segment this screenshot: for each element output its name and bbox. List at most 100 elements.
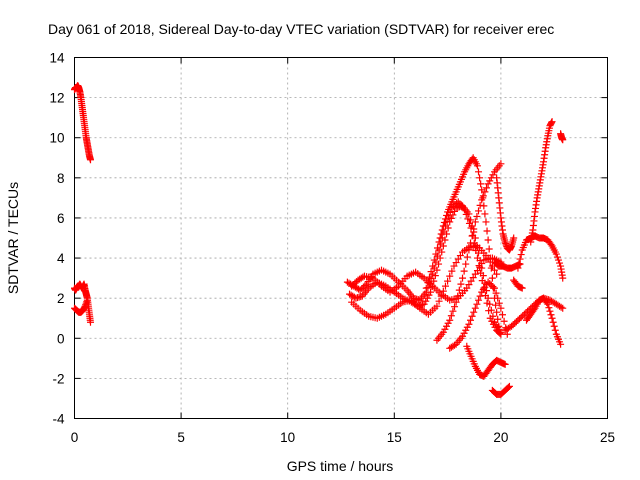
data-point <box>348 282 356 290</box>
data-point <box>463 253 471 261</box>
data-point <box>455 286 463 294</box>
data-point <box>440 218 448 226</box>
data-point <box>454 255 462 263</box>
data-point <box>484 294 492 302</box>
y-tick-label: 8 <box>57 171 65 186</box>
x-tick-label: 15 <box>387 430 402 445</box>
data-point <box>349 281 357 289</box>
data-point <box>470 225 478 233</box>
data-point <box>494 315 502 323</box>
data-point <box>559 304 567 312</box>
data-point <box>495 322 503 330</box>
data-point <box>448 267 456 275</box>
data-point <box>471 270 479 278</box>
data-point <box>500 317 508 325</box>
series-arc-f <box>348 242 501 322</box>
data-point <box>430 256 438 264</box>
data-point <box>465 281 473 289</box>
data-point <box>473 212 481 220</box>
data-point <box>494 294 502 302</box>
data-point <box>553 253 561 261</box>
data-point <box>433 244 441 252</box>
data-point <box>487 264 495 272</box>
data-point <box>501 360 509 368</box>
series-arc-t <box>510 276 526 292</box>
data-point <box>522 309 530 317</box>
data-point <box>356 286 364 294</box>
data-points <box>71 82 567 398</box>
data-point <box>457 280 465 288</box>
data-point <box>547 311 555 319</box>
data-point <box>475 168 483 176</box>
data-point <box>486 300 494 308</box>
data-point <box>516 315 524 323</box>
data-point <box>420 300 428 308</box>
data-point <box>492 301 500 309</box>
data-point <box>518 284 526 292</box>
data-point <box>463 323 471 331</box>
series-arc-m <box>491 258 524 272</box>
data-point <box>478 260 486 268</box>
data-point <box>441 215 449 223</box>
data-point <box>514 264 522 272</box>
data-point <box>484 236 492 244</box>
y-tick-label: 2 <box>57 291 65 306</box>
data-point <box>436 254 444 262</box>
data-point <box>511 319 519 327</box>
data-point <box>433 302 441 310</box>
data-point <box>543 299 551 307</box>
data-point <box>486 280 494 288</box>
x-tick-label: 25 <box>600 430 615 445</box>
data-point <box>427 288 435 296</box>
data-point <box>467 316 475 324</box>
y-tick-label: 0 <box>57 331 65 346</box>
data-point <box>438 248 446 256</box>
data-point <box>489 171 497 179</box>
data-point <box>451 303 459 311</box>
data-point <box>547 241 555 249</box>
series-arc-n <box>493 174 518 254</box>
data-point <box>454 292 462 300</box>
y-tick-label: -4 <box>52 412 64 427</box>
data-point <box>439 222 447 230</box>
data-point <box>497 328 505 336</box>
data-point <box>493 308 501 316</box>
data-point <box>492 289 500 297</box>
data-point <box>431 272 439 280</box>
data-point <box>489 283 497 291</box>
data-point <box>551 326 559 334</box>
data-point <box>460 267 468 275</box>
y-tick-label: 6 <box>57 211 65 226</box>
data-point <box>548 118 556 126</box>
data-point <box>544 300 552 308</box>
data-point <box>469 274 477 282</box>
data-point <box>556 259 564 267</box>
data-point <box>473 300 481 308</box>
data-point <box>476 174 484 182</box>
x-tick-label: 5 <box>177 430 185 445</box>
x-tick-label: 0 <box>71 430 79 445</box>
data-point <box>508 322 516 330</box>
data-point <box>465 246 473 254</box>
data-point <box>422 297 430 305</box>
data-point <box>550 322 558 330</box>
data-point <box>557 340 565 348</box>
data-point <box>471 304 479 312</box>
data-point <box>549 318 557 326</box>
data-point <box>510 234 518 242</box>
data-point <box>520 310 528 318</box>
data-point <box>559 274 567 282</box>
data-point <box>459 274 467 282</box>
data-point <box>443 211 451 219</box>
series-arc-s <box>557 130 567 144</box>
data-point <box>493 270 501 278</box>
data-point <box>545 304 553 312</box>
y-tick-label: -2 <box>52 371 64 386</box>
data-point <box>479 272 487 280</box>
data-point <box>516 255 524 263</box>
y-tick-label: 10 <box>49 131 64 146</box>
data-point <box>486 254 494 262</box>
data-point <box>436 234 444 242</box>
data-point <box>86 318 94 326</box>
data-point <box>450 262 458 270</box>
